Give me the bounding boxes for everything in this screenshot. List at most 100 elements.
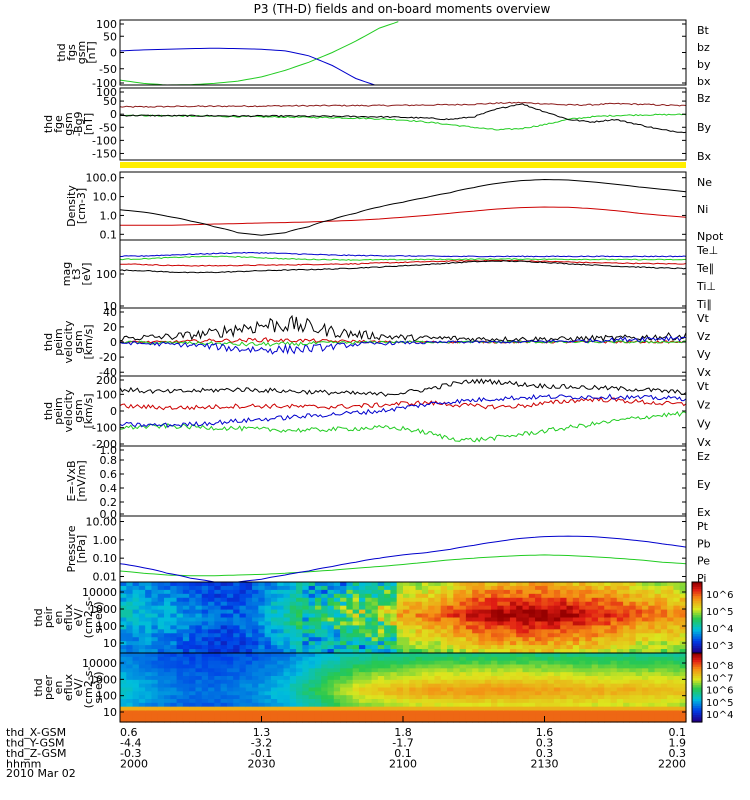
y-axis-label: -Bg9	[72, 111, 85, 136]
heatmap-cell	[170, 649, 178, 654]
heatmap-cell	[478, 625, 486, 630]
heatmap-cell	[151, 706, 159, 712]
heatmap-cell	[176, 593, 184, 599]
heatmap-cell	[660, 656, 668, 662]
heatmap-cell	[258, 691, 266, 696]
heatmap-cell	[516, 676, 524, 681]
heatmap-cell	[641, 597, 649, 603]
heatmap-cell	[371, 664, 379, 669]
heatmap-cell	[597, 668, 605, 673]
heatmap-cell	[302, 714, 310, 719]
heatmap-cell	[302, 605, 310, 611]
heatmap-cell	[239, 613, 247, 619]
heatmap-cell	[472, 585, 480, 591]
heatmap-cell	[528, 645, 536, 650]
heatmap-cell	[120, 597, 127, 603]
heatmap-cell	[434, 645, 442, 650]
heatmap-cell	[308, 613, 316, 619]
heatmap-cell	[503, 718, 511, 723]
heatmap-cell	[566, 609, 574, 615]
heatmap-cell	[465, 617, 473, 623]
heatmap-cell	[472, 641, 480, 646]
heatmap-cell	[635, 691, 643, 696]
heatmap-cell	[503, 593, 511, 599]
heatmap-cell	[553, 687, 561, 692]
heatmap-cell	[541, 645, 549, 650]
heatmap-cell	[333, 706, 341, 712]
heatmap-cell	[220, 637, 228, 642]
heatmap-cell	[484, 601, 492, 607]
heatmap-cell	[176, 668, 184, 673]
heatmap-cell	[516, 645, 524, 650]
heatmap-cell	[120, 653, 127, 658]
heatmap-cell	[270, 645, 278, 650]
heatmap-cell	[176, 695, 184, 700]
heatmap-cell	[340, 629, 347, 634]
heatmap-cell	[553, 613, 561, 619]
y-tick-label: 40	[103, 306, 117, 319]
heatmap-cell	[308, 706, 316, 712]
heatmap-cell	[478, 687, 486, 692]
heatmap-cell	[189, 593, 197, 599]
heatmap-cell	[547, 656, 555, 662]
heatmap-cell	[509, 664, 517, 669]
heatmap-cell	[365, 582, 373, 587]
heatmap-cell	[667, 589, 675, 595]
colorbar-segment	[692, 600, 702, 604]
heatmap-cell	[264, 613, 272, 619]
heatmap-cell	[553, 629, 561, 634]
heatmap-cell	[120, 679, 127, 685]
heatmap-cell	[220, 653, 228, 658]
heatmap-cell	[610, 641, 618, 646]
heatmap-cell	[296, 645, 303, 650]
heatmap-cell	[579, 613, 586, 619]
heatmap-cell	[396, 601, 404, 607]
heatmap-cell	[428, 668, 436, 673]
heatmap-cell	[132, 664, 140, 669]
heatmap-cell	[164, 679, 171, 685]
heatmap-cell	[302, 637, 310, 642]
heatmap-cell	[346, 629, 354, 634]
heatmap-cell	[340, 664, 347, 669]
heatmap-cell	[409, 629, 417, 634]
heatmap-cell	[151, 656, 159, 662]
heatmap-cell	[453, 589, 461, 595]
y-tick-label: 20	[103, 321, 117, 334]
heatmap-cell	[264, 629, 272, 634]
heatmap-cell	[623, 695, 630, 700]
heatmap-cell	[220, 664, 228, 669]
series-line-Pi	[119, 535, 687, 583]
heatmap-cell	[245, 613, 253, 619]
heatmap-cell	[283, 637, 291, 642]
heatmap-cell	[465, 649, 473, 654]
heatmap-cell	[302, 645, 310, 650]
heatmap-cell	[503, 633, 511, 638]
heatmap-cell	[541, 593, 549, 599]
heatmap-cell	[648, 706, 656, 712]
heatmap-cell	[132, 656, 140, 662]
y-tick-label: 50	[103, 95, 117, 108]
heatmap-cell	[484, 609, 492, 615]
heatmap-cell	[503, 664, 511, 669]
heatmap-cell	[459, 699, 467, 704]
heatmap-cell	[491, 617, 498, 623]
heatmap-cell	[352, 637, 360, 642]
heatmap-cell	[459, 605, 467, 611]
heatmap-cell	[327, 649, 335, 654]
heatmap-cell	[226, 710, 234, 715]
heatmap-cell	[579, 702, 586, 708]
heatmap-cell	[547, 629, 555, 634]
heatmap-cell	[321, 593, 329, 599]
heatmap-cell	[170, 702, 178, 708]
heatmap-cell	[654, 683, 662, 689]
heatmap-cell	[610, 699, 618, 704]
heatmap-cell	[459, 601, 467, 607]
heatmap-cell	[333, 718, 341, 723]
heatmap-cell	[673, 605, 681, 611]
heatmap-cell	[264, 601, 272, 607]
heatmap-cell	[396, 645, 404, 650]
heatmap-cell	[358, 649, 366, 654]
heatmap-cell	[270, 710, 278, 715]
heatmap-cell	[660, 605, 668, 611]
heatmap-cell	[434, 605, 442, 611]
